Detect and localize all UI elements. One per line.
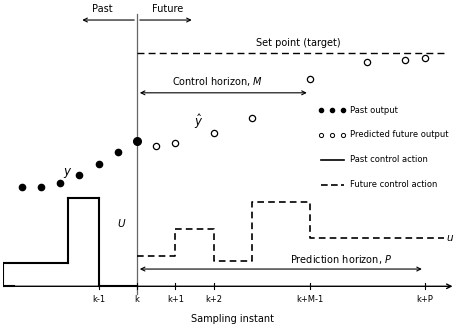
Text: k+M-1: k+M-1 (296, 295, 323, 304)
Text: k-1: k-1 (92, 295, 105, 304)
Text: k+P: k+P (416, 295, 433, 304)
Text: Sampling instant: Sampling instant (191, 314, 274, 324)
Text: Past output: Past output (350, 106, 398, 114)
Text: k: k (135, 295, 139, 304)
Text: Past: Past (92, 4, 113, 14)
Text: Predicted future output: Predicted future output (350, 131, 448, 139)
Text: Set point (target): Set point (target) (256, 38, 340, 48)
Text: Past control action: Past control action (350, 155, 428, 164)
Text: k+1: k+1 (167, 295, 184, 304)
Text: Future: Future (152, 4, 183, 14)
Text: $y$: $y$ (64, 166, 73, 180)
Text: $U$: $U$ (117, 217, 127, 229)
Text: k+2: k+2 (205, 295, 222, 304)
Text: $u$: $u$ (446, 234, 454, 243)
Text: $\hat{y}$: $\hat{y}$ (194, 112, 203, 131)
Text: Future control action: Future control action (350, 180, 437, 189)
Text: Prediction horizon, $P$: Prediction horizon, $P$ (291, 253, 392, 266)
Text: Control horizon, $M$: Control horizon, $M$ (172, 75, 263, 88)
